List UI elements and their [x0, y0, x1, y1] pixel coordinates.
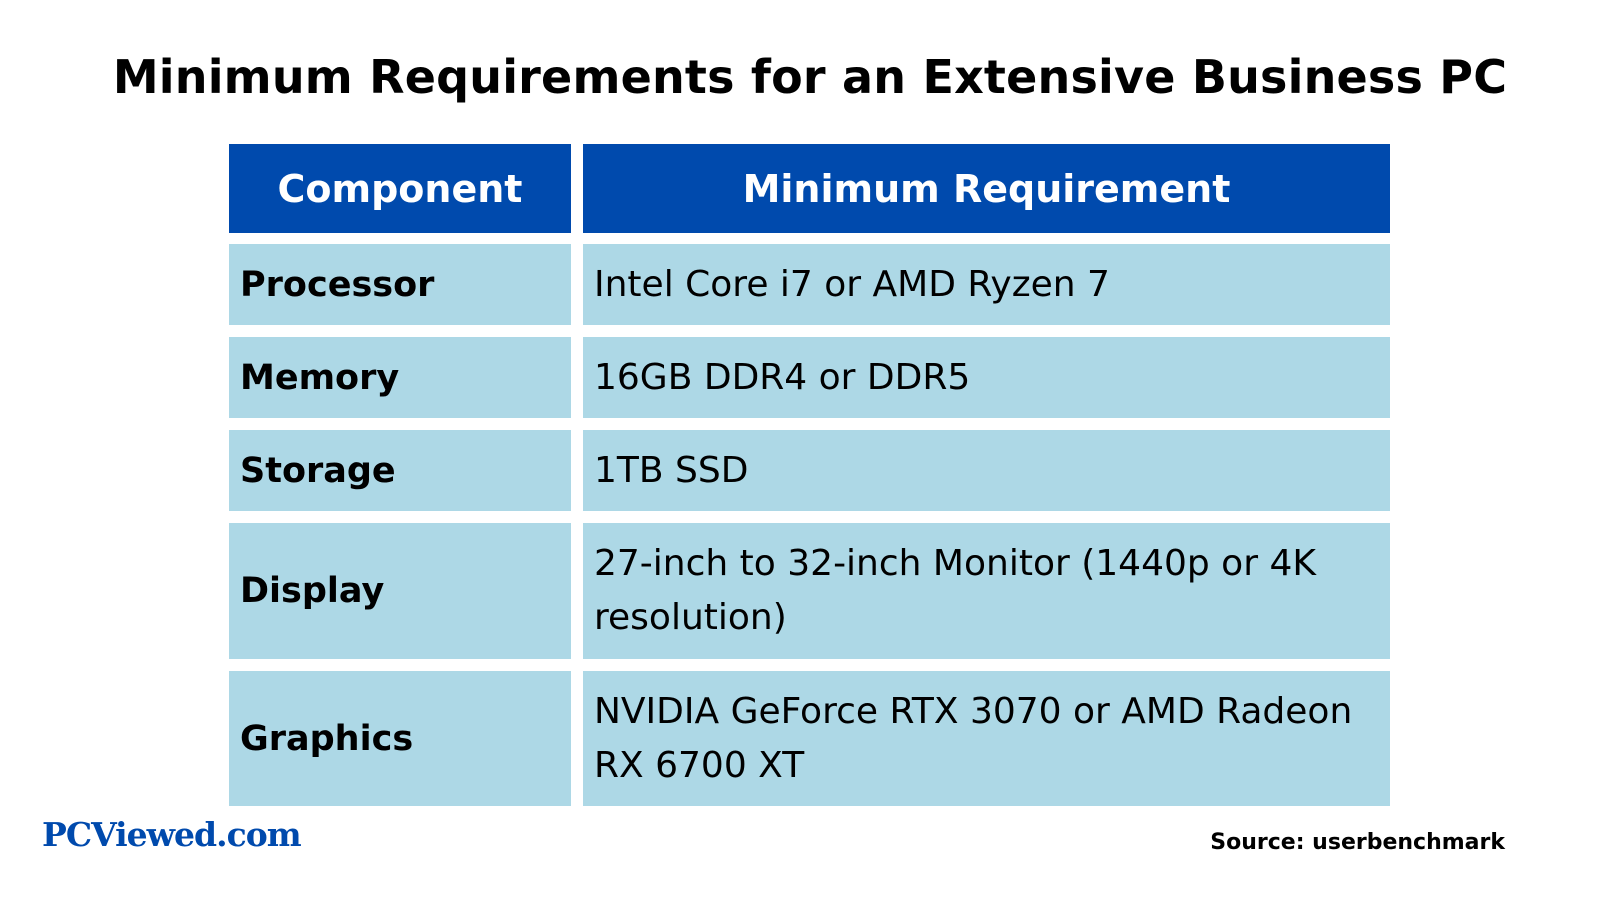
page-title: Minimum Requirements for an Extensive Bu…: [112, 50, 1508, 104]
row-graphics-requirement: NVIDIA GeForce RTX 3070 or AMD Radeon RX…: [583, 671, 1390, 806]
header-component: Component: [229, 144, 571, 233]
row-processor-requirement: Intel Core i7 or AMD Ryzen 7: [583, 244, 1390, 325]
row-display-component: Display: [229, 523, 571, 659]
brand-logo: PCViewed.com: [42, 815, 302, 854]
header-minimum-requirement: Minimum Requirement: [583, 144, 1390, 233]
row-memory-requirement: 16GB DDR4 or DDR5: [583, 337, 1390, 418]
row-memory-component: Memory: [229, 337, 571, 418]
row-graphics-component: Graphics: [229, 671, 571, 806]
row-storage-component: Storage: [229, 430, 571, 511]
source-note: Source: userbenchmark: [1210, 830, 1505, 855]
row-display-requirement: 27-inch to 32-inch Monitor (1440p or 4K …: [583, 523, 1390, 659]
row-processor-component: Processor: [229, 244, 571, 325]
row-storage-requirement: 1TB SSD: [583, 430, 1390, 511]
